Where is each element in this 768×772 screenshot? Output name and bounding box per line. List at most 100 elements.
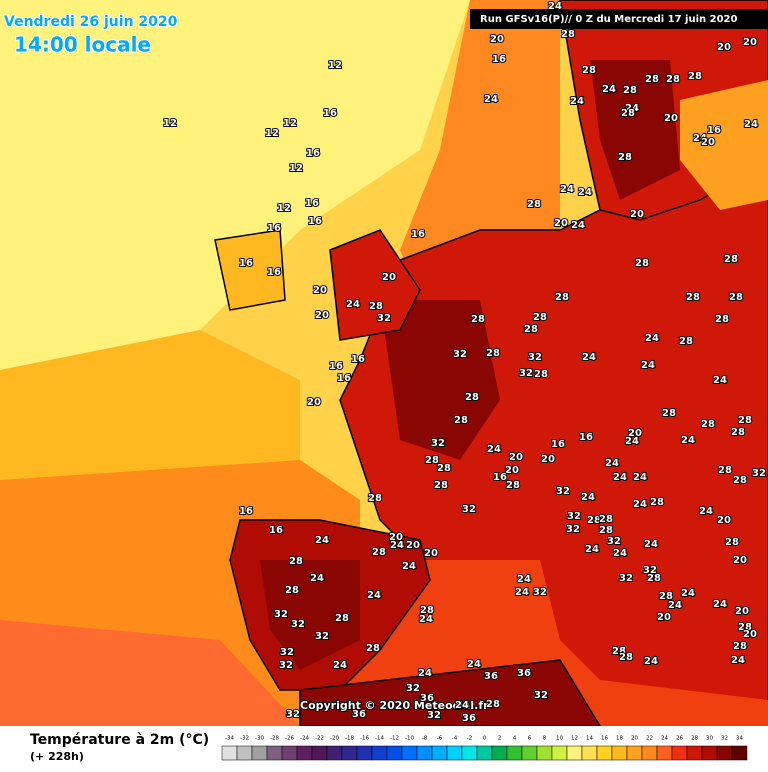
legend-swatch <box>461 745 478 761</box>
temp-label: 24 <box>625 103 639 114</box>
zone <box>680 80 768 210</box>
legend-swatch <box>266 745 283 761</box>
temp-label: 16 <box>306 148 320 159</box>
temp-label: 28 <box>366 643 380 654</box>
legend-swatch <box>656 745 673 761</box>
temp-label: 20 <box>628 428 642 439</box>
temp-label: 24 <box>613 472 627 483</box>
temp-label: 28 <box>645 74 659 85</box>
temp-label: 20 <box>406 540 420 551</box>
temp-label: 28 <box>659 591 673 602</box>
legend-tick: 2 <box>498 736 502 742</box>
temp-label: 36 <box>462 713 476 724</box>
legend-tick: 14 <box>586 736 593 742</box>
temp-label: 28 <box>686 292 700 303</box>
legend-tick: -4 <box>452 736 458 742</box>
temp-label: 28 <box>612 646 626 657</box>
legend-swatch <box>416 745 433 761</box>
temp-label: 32 <box>533 587 547 598</box>
temp-label: 24 <box>633 472 647 483</box>
legend-tick: 0 <box>483 736 487 742</box>
legend-tick: 16 <box>601 736 608 742</box>
legend-swatch <box>251 745 268 761</box>
temp-label: 28 <box>465 392 479 403</box>
temp-label: 24 <box>613 548 627 559</box>
temp-label: 20 <box>717 515 731 526</box>
temp-label: 24 <box>315 535 329 546</box>
temp-label: 16 <box>239 258 253 269</box>
temp-label: 28 <box>486 699 500 710</box>
temp-label: 28 <box>679 336 693 347</box>
legend-swatch <box>671 745 688 761</box>
temp-label: 20 <box>554 218 568 229</box>
temp-label: 28 <box>471 314 485 325</box>
temp-label: 24 <box>633 499 647 510</box>
temp-label: 12 <box>328 60 342 71</box>
temp-label: 24 <box>602 84 616 95</box>
temp-label: 32 <box>431 438 445 449</box>
legend-tick: -18 <box>345 736 354 742</box>
temp-label: 28 <box>285 585 299 596</box>
temp-label: 24 <box>644 539 658 550</box>
temp-label: 16 <box>579 432 593 443</box>
temp-label: 32 <box>528 352 542 363</box>
temp-label: 28 <box>666 74 680 85</box>
temp-label: 24 <box>668 600 682 611</box>
legend-swatch <box>371 745 388 761</box>
temp-label: 28 <box>486 348 500 359</box>
legend-tick: 34 <box>736 736 743 742</box>
temp-label: 24 <box>418 668 432 679</box>
legend-swatch <box>611 745 628 761</box>
legend-title: Température à 2m (°C) <box>30 732 209 748</box>
legend-tick: -10 <box>405 736 414 742</box>
legend-tick: 8 <box>543 736 547 742</box>
temp-label: 24 <box>570 96 584 107</box>
temp-label: 32 <box>519 368 533 379</box>
zone <box>0 0 470 370</box>
temp-label: 28 <box>582 65 596 76</box>
legend-tick: -6 <box>437 736 443 742</box>
temp-label: 32 <box>377 313 391 324</box>
temp-label: 24 <box>731 655 745 666</box>
land <box>329 229 421 341</box>
zone <box>590 60 680 200</box>
temp-label: 28 <box>724 254 738 265</box>
temp-label: 28 <box>425 455 439 466</box>
temp-label: 24 <box>484 94 498 105</box>
legend-swatch <box>581 745 598 761</box>
temp-label: 32 <box>556 486 570 497</box>
temp-label: 12 <box>289 163 303 174</box>
temp-label: 16 <box>337 373 351 384</box>
legend-swatch <box>716 745 733 761</box>
legend-tick: -2 <box>467 736 472 742</box>
temp-label: 28 <box>662 408 676 419</box>
legend-tick: 22 <box>646 736 653 742</box>
temp-label: 24 <box>560 184 574 195</box>
legend-swatch <box>401 745 418 761</box>
temp-label: 28 <box>650 497 664 508</box>
legend-swatch <box>446 745 463 761</box>
temp-label: 20 <box>424 548 438 559</box>
temp-label: 28 <box>701 419 715 430</box>
legend-swatch <box>536 745 553 761</box>
temp-label: 24 <box>402 561 416 572</box>
temp-label: 20 <box>307 397 321 408</box>
legend-swatch <box>236 745 253 761</box>
legend-swatch <box>311 745 328 761</box>
temp-label: 32 <box>752 468 766 479</box>
legend-tick: -22 <box>315 736 324 742</box>
temp-label: 24 <box>548 1 562 12</box>
legend-tick: 10 <box>556 736 563 742</box>
temp-label: 28 <box>587 515 601 526</box>
temp-label: 20 <box>509 452 523 463</box>
temp-label: 24 <box>713 375 727 386</box>
temp-label: 28 <box>437 463 451 474</box>
temp-label: 24 <box>390 540 404 551</box>
temp-label: 28 <box>731 427 745 438</box>
temp-label: 24 <box>515 587 529 598</box>
temp-label: 24 <box>582 352 596 363</box>
temp-label: 24 <box>487 444 501 455</box>
legend-swatch <box>491 745 508 761</box>
temp-label: 12 <box>283 118 297 129</box>
land <box>214 229 286 311</box>
